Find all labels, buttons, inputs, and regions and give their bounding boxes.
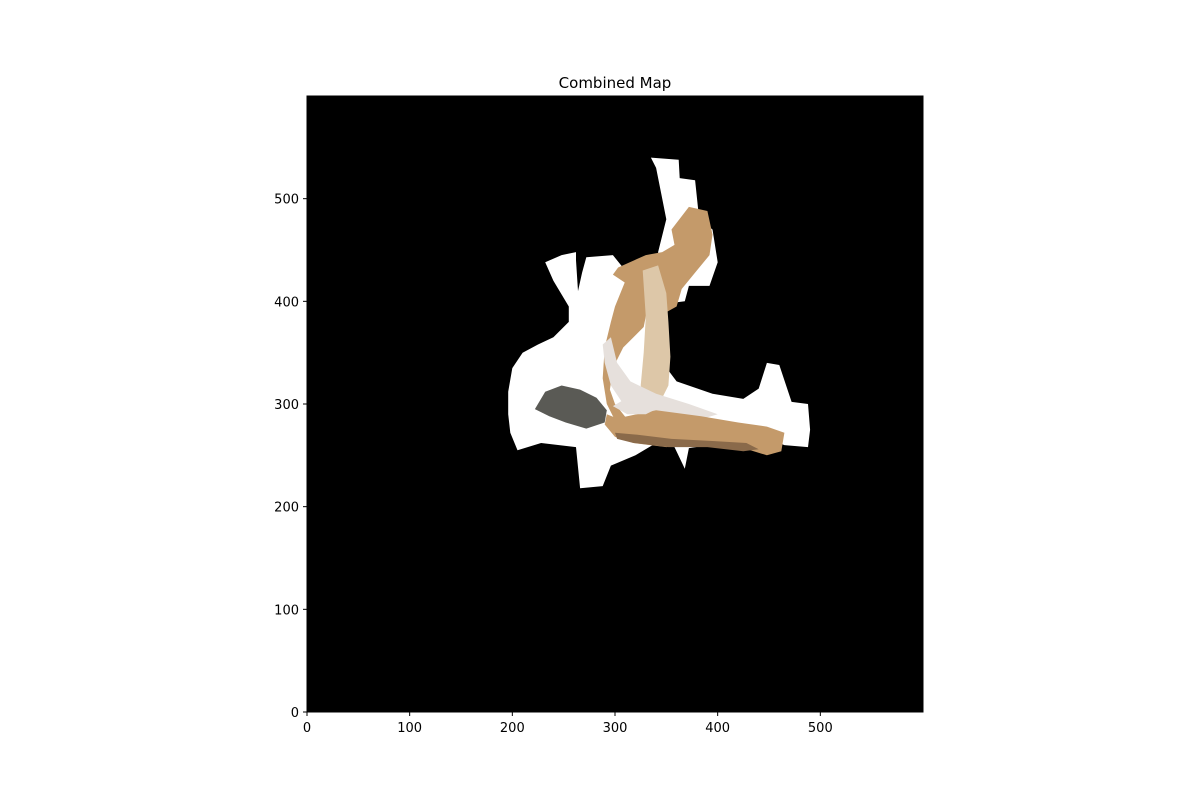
x-tick-label: 400 [705, 721, 730, 736]
map-region-surface-grey-fan [534, 385, 607, 429]
map-region-surface-vertical [640, 265, 671, 410]
map-regions [508, 157, 811, 489]
y-tick-label: 200 [274, 501, 299, 516]
map-region-surface-diagonal [602, 268, 651, 425]
y-tick-label: 500 [274, 193, 299, 208]
y-tick-label: 0 [291, 706, 299, 721]
x-tick-label: 0 [303, 721, 311, 736]
map-region-surface-pale-end [612, 397, 657, 415]
y-tick-label: 400 [274, 295, 299, 310]
x-tick-label: 200 [500, 721, 525, 736]
x-axis: 0 100 200 300 400 500 [303, 712, 833, 736]
x-tick-label: 300 [603, 721, 628, 736]
chart-title: Combined Map [559, 74, 672, 92]
x-tick-label: 500 [808, 721, 833, 736]
y-tick-label: 300 [274, 398, 299, 413]
x-tick-label: 100 [397, 721, 422, 736]
y-axis: 0 100 200 300 400 500 [274, 193, 307, 721]
map-region-surface-dark-band [615, 432, 759, 452]
y-tick-label: 100 [274, 603, 299, 618]
